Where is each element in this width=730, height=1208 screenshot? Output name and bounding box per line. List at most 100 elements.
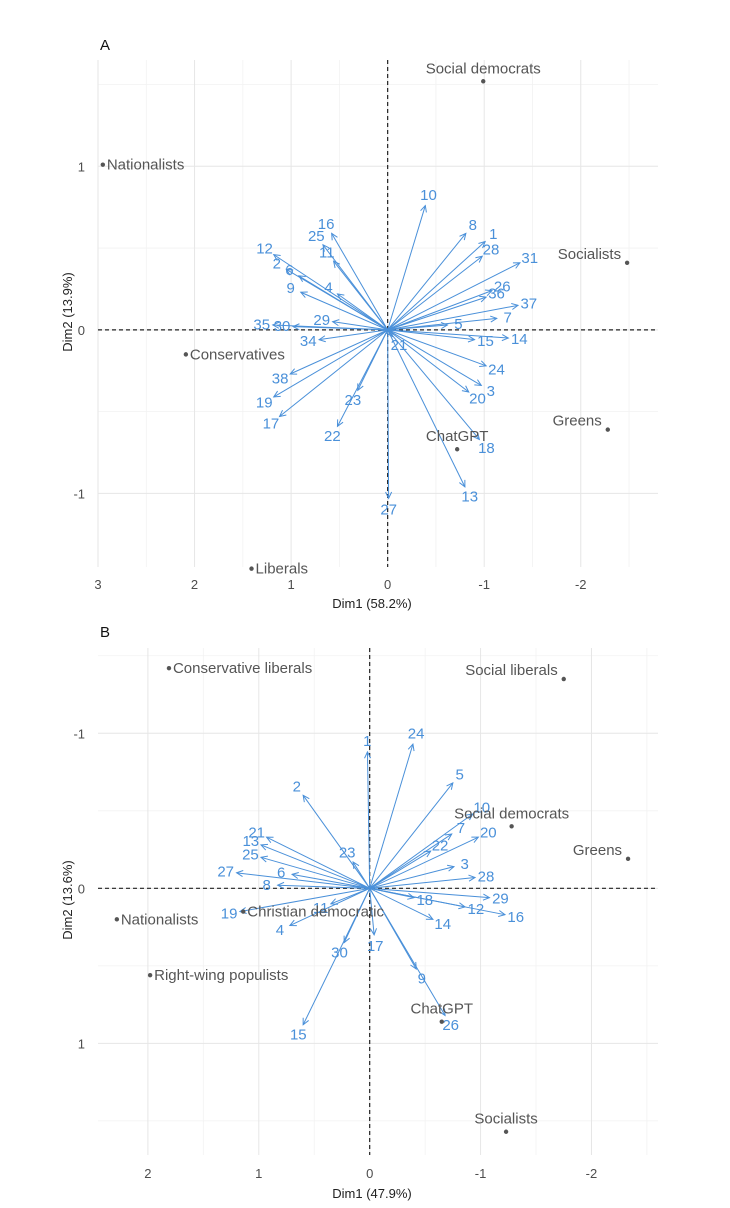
arrow-label: 4 (276, 922, 284, 939)
arrow-shaft (369, 888, 417, 970)
arrow-label: 24 (488, 362, 505, 379)
arrow-label: 26 (442, 1017, 459, 1034)
arrow-shaft (332, 321, 388, 331)
variable-arrow-13: 13 (387, 329, 478, 506)
arrow-head (289, 368, 298, 375)
variable-arrow-36: 36 (387, 286, 505, 331)
arrow-head (440, 321, 449, 329)
arrow-head (357, 383, 364, 392)
variable-arrow-6: 6 (285, 262, 388, 331)
arrow-label: 10 (473, 799, 490, 816)
party-label: Liberals (256, 561, 309, 578)
party-point-christian-democratic: Christian democratic (241, 904, 384, 921)
party-dot (114, 917, 120, 922)
arrow-shaft (357, 329, 389, 391)
arrow-head (299, 291, 308, 298)
arrow-shaft (322, 244, 389, 331)
arrow-head (407, 743, 415, 752)
arrow-head (317, 335, 326, 343)
variable-arrow-29: 29 (313, 312, 388, 331)
arrow-head (446, 864, 456, 872)
variable-arrow-8: 8 (387, 217, 477, 331)
x-tick-label: -2 (586, 1166, 598, 1181)
party-point-conservative-liberals: Conservative liberals (166, 660, 312, 677)
arrow-label: 1 (363, 733, 371, 750)
arrow-head (322, 243, 330, 252)
variable-arrow-26: 26 (387, 279, 511, 331)
party-point-nationalists: Nationalists (100, 157, 185, 174)
arrow-label: 7 (504, 309, 512, 326)
x-axis-title: Dim1 (47.9%) (332, 1186, 411, 1201)
arrow-shaft (300, 291, 388, 331)
arrow-head (410, 961, 417, 970)
party-point-nationalists: Nationalists (114, 911, 198, 928)
arrow-label: 2 (293, 778, 301, 795)
panel-label: B (100, 624, 110, 641)
variable-arrow-25: 25 (242, 846, 370, 889)
arrow-label: 2 (273, 256, 281, 273)
arrow-head (385, 491, 393, 500)
arrow-head (329, 898, 338, 905)
arrow-head (343, 935, 350, 944)
arrow-head (438, 1008, 446, 1017)
variable-arrow-5: 5 (369, 766, 464, 889)
x-tick-label: 2 (191, 577, 198, 592)
party-point-socialists: Socialists (474, 1111, 538, 1134)
arrow-head (407, 892, 416, 900)
party-dot (249, 566, 254, 571)
arrow-shaft (387, 205, 426, 330)
variable-arrow-10: 10 (387, 187, 437, 330)
arrow-head (332, 260, 341, 269)
arrow-head (420, 204, 427, 213)
arrow-shaft (331, 233, 389, 331)
arrow-label: 26 (494, 279, 511, 296)
arrow-head (265, 836, 274, 843)
variable-arrow-7: 7 (387, 309, 512, 331)
arrow-head (235, 870, 244, 877)
arrow-head (285, 268, 294, 276)
arrow-head (512, 262, 521, 269)
arrow-label: 14 (434, 916, 451, 933)
arrow-head (478, 240, 487, 249)
arrow-label: 22 (432, 837, 449, 854)
arrow-label: 25 (242, 846, 259, 863)
party-dot (100, 162, 106, 167)
arrow-head (479, 295, 488, 303)
arrow-label: 18 (478, 440, 495, 457)
arrow-label: 23 (339, 845, 356, 862)
arrow-head (370, 928, 378, 936)
arrow-shaft (387, 262, 521, 331)
arrow-label: 16 (507, 909, 524, 926)
party-label: Social democrats (426, 60, 541, 77)
arrow-head (276, 881, 285, 889)
y-tick-label: 0 (78, 323, 85, 338)
arrow-head (288, 919, 297, 927)
variable-arrow-14: 14 (369, 887, 451, 933)
arrow-label: 8 (262, 877, 270, 894)
variable-arrow-28: 28 (387, 242, 499, 331)
party-dot (624, 260, 630, 265)
variable-arrow-4: 4 (276, 887, 370, 939)
arrow-label: 29 (313, 312, 330, 329)
party-point-liberals: Liberals (249, 561, 308, 578)
arrow-head (272, 253, 281, 261)
arrow-label: 17 (367, 938, 384, 955)
arrow-label: 9 (286, 280, 294, 297)
party-label: Right-wing populists (154, 967, 288, 984)
arrow-shaft (236, 872, 370, 889)
arrow-label: 19 (256, 394, 273, 411)
arrow-head (444, 833, 453, 841)
arrow-label: 13 (242, 833, 259, 850)
arrow-label: 34 (300, 333, 317, 350)
arrow-label: 4 (324, 279, 332, 296)
y-tick-label: 0 (78, 881, 85, 896)
party-label: Nationalists (107, 157, 185, 174)
party-label: Christian democratic (247, 904, 384, 921)
arrow-head (498, 910, 507, 917)
arrow-shaft (330, 887, 370, 905)
party-label: Conservative liberals (173, 660, 312, 677)
arrow-label: 14 (511, 331, 528, 348)
variable-arrow-38: 38 (272, 329, 388, 388)
arrow-label: 35 (253, 316, 270, 333)
